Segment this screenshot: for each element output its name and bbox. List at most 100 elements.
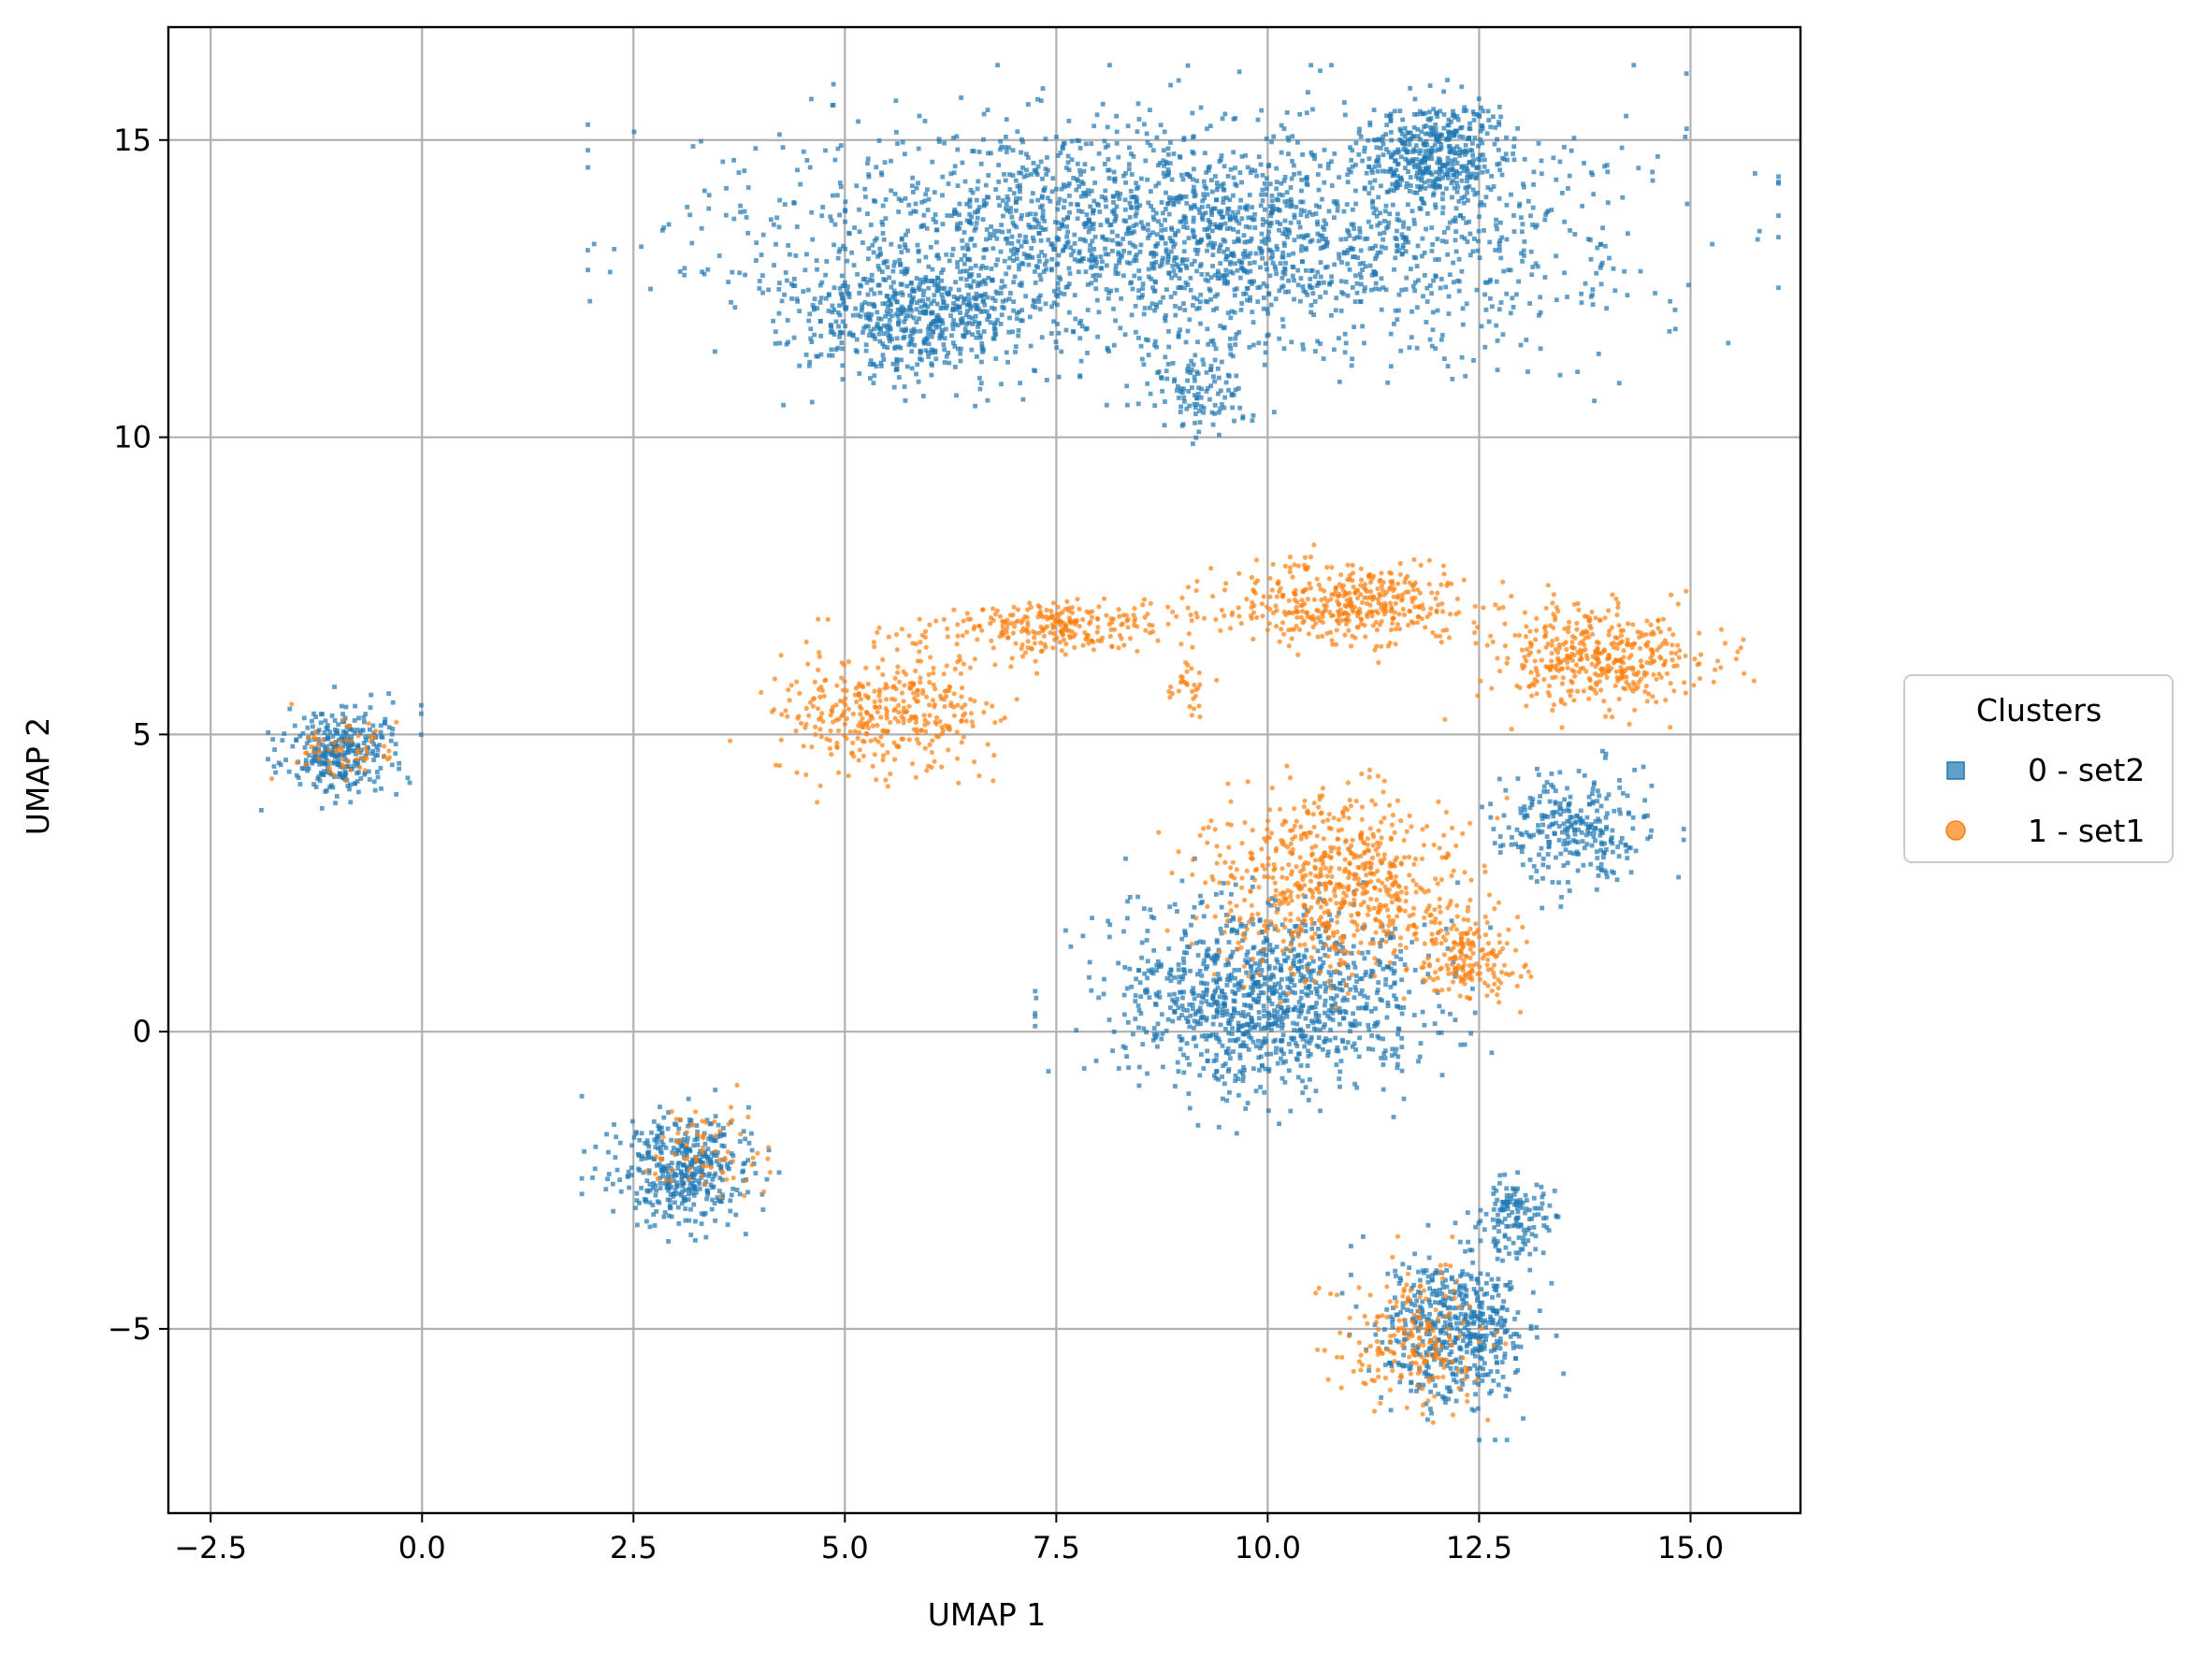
point	[914, 307, 919, 312]
point	[1453, 174, 1459, 180]
point	[924, 225, 930, 231]
point	[1387, 211, 1393, 217]
point	[1496, 147, 1501, 152]
point	[1134, 976, 1138, 982]
point	[1104, 287, 1109, 292]
point	[1576, 828, 1581, 832]
point	[1364, 170, 1369, 176]
point	[1372, 271, 1378, 277]
point	[1183, 263, 1189, 268]
point	[1188, 968, 1193, 974]
point	[1624, 113, 1628, 119]
point	[1457, 147, 1462, 152]
point	[1279, 1025, 1284, 1031]
point	[1161, 255, 1165, 261]
point	[1462, 236, 1467, 241]
point	[1016, 328, 1021, 333]
point	[1180, 995, 1185, 1001]
point	[1034, 995, 1039, 1001]
point	[1092, 247, 1097, 252]
point	[1256, 154, 1262, 160]
point	[1208, 339, 1214, 344]
point	[1218, 242, 1223, 248]
point	[1243, 1106, 1249, 1111]
point	[1221, 325, 1226, 331]
point	[1275, 1060, 1280, 1066]
point	[1236, 1092, 1241, 1098]
point	[940, 305, 946, 310]
point	[1182, 399, 1187, 404]
point	[1432, 142, 1438, 148]
point	[1227, 342, 1233, 348]
point	[1233, 213, 1238, 219]
point	[773, 341, 778, 346]
point	[1263, 341, 1268, 346]
point	[1194, 940, 1199, 945]
point	[1431, 278, 1436, 283]
point	[1386, 220, 1392, 225]
point	[1332, 262, 1337, 267]
point	[1176, 384, 1180, 389]
point	[1481, 152, 1485, 157]
point	[1544, 834, 1550, 839]
point	[1633, 848, 1639, 854]
point	[1412, 1303, 1418, 1308]
point	[1378, 210, 1382, 216]
point	[903, 242, 907, 247]
point	[1125, 402, 1130, 408]
point	[1366, 164, 1371, 169]
point	[1038, 98, 1044, 104]
point	[1306, 1097, 1311, 1103]
point	[776, 224, 782, 230]
point	[1183, 1016, 1189, 1020]
point	[1278, 992, 1283, 997]
point	[1463, 142, 1468, 148]
point	[1612, 288, 1618, 294]
point	[1444, 172, 1450, 177]
point	[1318, 939, 1323, 945]
point	[1072, 241, 1077, 246]
point	[1245, 1101, 1251, 1105]
point	[1531, 182, 1536, 187]
point	[978, 381, 984, 385]
point	[1418, 1041, 1424, 1046]
point	[771, 318, 775, 324]
point	[991, 233, 997, 238]
point	[845, 258, 850, 264]
point	[1395, 1061, 1400, 1067]
point	[1289, 339, 1294, 345]
point	[1461, 108, 1467, 113]
point	[1093, 264, 1099, 268]
point	[889, 308, 893, 313]
point	[927, 324, 932, 329]
point	[1031, 235, 1035, 240]
point	[1203, 277, 1208, 282]
point	[699, 225, 704, 231]
point	[1300, 1036, 1306, 1042]
point	[1220, 1013, 1225, 1018]
point	[1202, 958, 1207, 963]
point	[1480, 1378, 1485, 1383]
point	[1240, 1078, 1246, 1083]
point	[1429, 128, 1435, 134]
point	[1223, 1012, 1229, 1017]
point	[1204, 966, 1208, 972]
point	[1010, 252, 1016, 257]
point	[950, 322, 955, 327]
point	[1345, 261, 1350, 267]
point	[1273, 1013, 1278, 1018]
point	[929, 310, 933, 316]
point	[1475, 1295, 1481, 1300]
point	[1310, 1020, 1316, 1026]
point	[1251, 1039, 1256, 1045]
point	[1441, 1324, 1447, 1330]
point	[1201, 1066, 1207, 1071]
point	[1522, 804, 1527, 809]
point	[1363, 1005, 1368, 1011]
point	[1279, 150, 1284, 155]
point	[1259, 929, 1265, 934]
point	[1450, 158, 1454, 164]
point	[1017, 263, 1021, 268]
point	[1151, 1031, 1157, 1037]
point	[1193, 378, 1197, 383]
